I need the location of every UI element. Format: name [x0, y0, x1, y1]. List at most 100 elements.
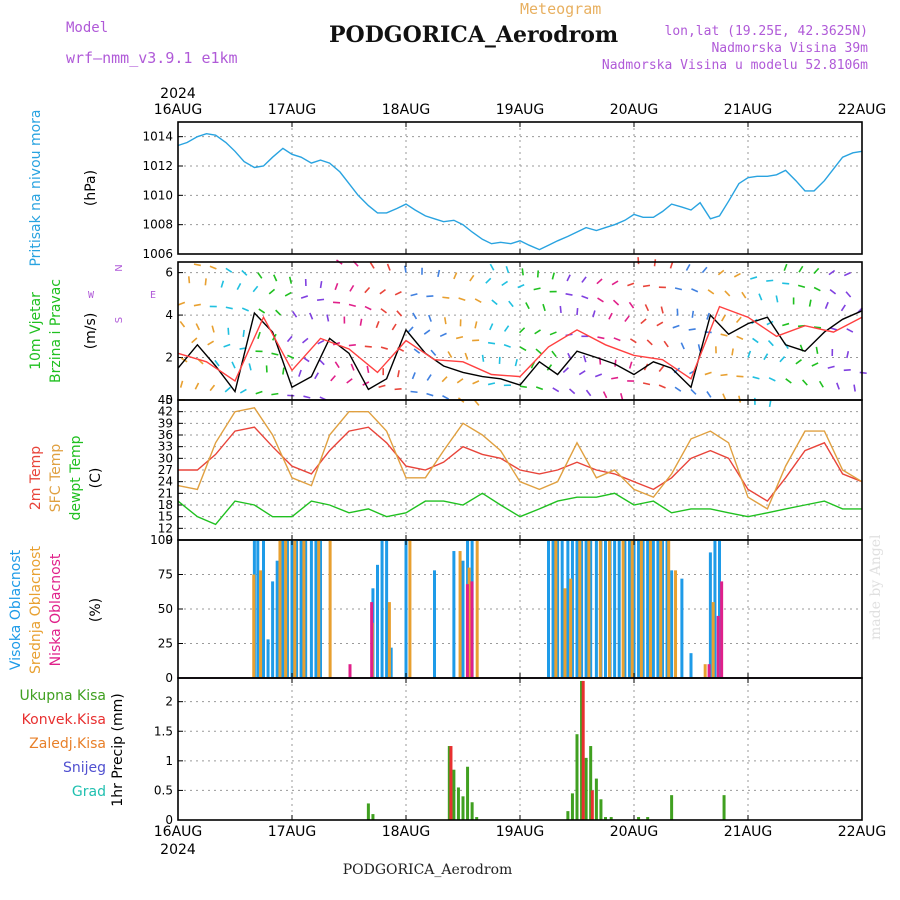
wind-barb [413, 348, 421, 354]
wind-barb [423, 329, 431, 335]
wind-barb [334, 282, 339, 291]
cloud-mid-title: Srednja Oblacnost [28, 546, 44, 674]
bar-visoka-oblacnost [452, 551, 456, 678]
wind-barb [535, 348, 542, 355]
wind-barb [474, 321, 478, 329]
wind-barb [628, 301, 635, 309]
wind-barb [487, 341, 496, 345]
x-tick-label-bottom: 20AUG [610, 824, 659, 840]
bar-ukupna-kisa [609, 817, 613, 820]
y-tick-label: 1012 [142, 159, 173, 173]
wind-barb [752, 337, 759, 344]
y-tick-label: 45 [158, 393, 173, 407]
wind-barb [829, 327, 838, 331]
wind-barb [271, 352, 279, 356]
wind-barb [674, 386, 682, 392]
bar-visoka-oblacnost [641, 540, 645, 678]
wind-barb [565, 293, 573, 296]
series-line-2m-temp [178, 426, 863, 503]
wind-barb [660, 306, 664, 314]
bar-ukupna-kisa [599, 799, 603, 820]
wind-barb [317, 339, 325, 345]
wind-barb [378, 384, 386, 389]
wind-barb [241, 269, 248, 276]
wind-barb [836, 382, 840, 390]
wind-dir-e: E [150, 290, 156, 301]
bar-srednja-oblacnost [284, 540, 288, 678]
wind-barb [752, 376, 760, 380]
bar-visoka-oblacnost [670, 570, 674, 678]
wind-axis-title: 10m Vjetar [28, 292, 44, 370]
bar-srednja-oblacnost [467, 567, 471, 678]
wind-barb [257, 272, 263, 279]
bar-srednja-oblacnost [659, 540, 663, 678]
bar-niska-oblacnost [470, 581, 474, 678]
bar-visoka-oblacnost [385, 540, 389, 678]
wind-barb [209, 265, 217, 270]
wind-barb [535, 386, 544, 391]
series-line-sfc-temp [177, 407, 863, 510]
bar-ukupna-kisa [646, 817, 650, 820]
wind-barb [779, 356, 786, 363]
wind-barb [829, 288, 837, 295]
wind-barb [697, 344, 701, 352]
y-tick-label: 9 [165, 533, 173, 547]
x-tick-label-top: 21AUG [724, 102, 773, 118]
bar-ukupna-kisa [475, 817, 479, 820]
wind-barb [813, 326, 822, 329]
wind-barb [674, 287, 683, 291]
wind-barb [767, 340, 774, 347]
bar-srednja-oblacnost [328, 540, 332, 678]
y-tick-label: 2 [165, 351, 173, 365]
bar-visoka-oblacnost [594, 540, 598, 678]
wind-barb [690, 388, 697, 395]
wind-barb [193, 263, 201, 267]
bar-srednja-oblacnost [317, 540, 321, 678]
wind-barb [474, 298, 482, 304]
bar-visoka-oblacnost [632, 540, 636, 678]
bar-visoka-oblacnost [623, 540, 627, 678]
wind-barb [441, 376, 448, 383]
dewpt-axis-title: dewpt Temp [68, 435, 84, 520]
wind-barb [481, 354, 485, 362]
wind-barb [701, 266, 708, 274]
wind-barb [517, 284, 525, 289]
wind-barb [505, 265, 510, 274]
wind-barb [430, 349, 437, 356]
wind-barb [369, 262, 375, 269]
bar-visoka-oblacnost [461, 560, 465, 678]
wind-barb [688, 328, 696, 331]
wind-barb [736, 335, 744, 340]
x-tick-label-bottom: 17AUG [268, 824, 317, 840]
precip-legend-item: Ukupna Kisa [19, 688, 106, 704]
x-tick-label-bottom: 16AUG [154, 824, 203, 840]
wind-barb [680, 342, 685, 350]
bar-visoka-oblacnost [560, 540, 564, 678]
wind-barb [287, 354, 295, 359]
wind-barb [628, 361, 633, 369]
bar-visoka-oblacnost [304, 540, 308, 678]
bar-ukupna-kisa [466, 766, 470, 820]
wind-barb [379, 288, 386, 295]
wind-barb [724, 290, 731, 297]
wind-barb [426, 392, 434, 397]
wind-barb [840, 304, 846, 312]
y-tick-label: 1014 [142, 130, 173, 144]
bar-niska-oblacnost [348, 664, 352, 678]
y-tick-label: 1006 [142, 247, 173, 261]
bar-srednja-oblacnost [703, 664, 707, 678]
wind-barb [642, 382, 651, 386]
x-tick-label-top: 19AUG [496, 102, 545, 118]
bar-visoka-oblacnost [661, 540, 664, 678]
wind-barb [204, 278, 207, 286]
wind-barb [380, 308, 387, 314]
bar-visoka-oblacnost [380, 540, 384, 678]
bar-ukupna-kisa [584, 757, 588, 820]
product-title: Meteogram [520, 0, 602, 18]
precip-legend-item: Snijeg [63, 760, 106, 776]
wind-barb [326, 314, 330, 322]
bar-ukupna-kisa [604, 817, 607, 820]
wind-barb [485, 277, 492, 284]
bar-visoka-oblacnost [680, 578, 684, 678]
wind-barb [846, 351, 850, 359]
